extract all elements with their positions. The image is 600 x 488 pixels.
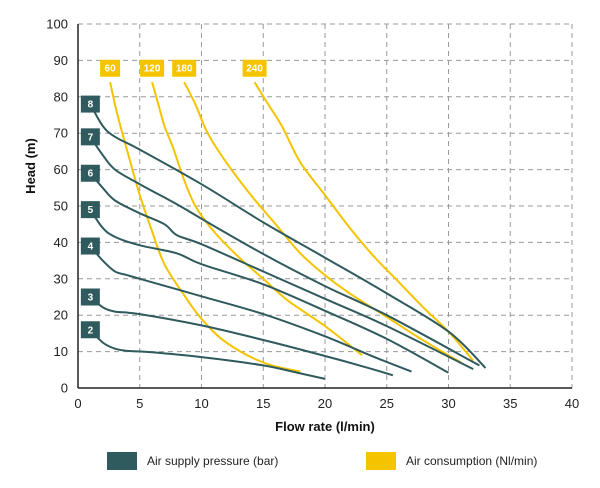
y-tick-label: 80 <box>54 89 68 104</box>
pressure-badge-label: 2 <box>88 325 94 336</box>
y-tick-label: 90 <box>54 53 68 68</box>
consumption-curve-60 <box>109 81 301 373</box>
pressure-curve-8 <box>89 103 487 369</box>
y-tick-label: 60 <box>54 162 68 177</box>
x-tick-label: 5 <box>136 396 143 411</box>
consumption-badge-240 <box>242 59 267 77</box>
pressure-badge-label: 8 <box>88 100 94 111</box>
x-tick-label: 30 <box>441 396 455 411</box>
y-tick-label: 30 <box>54 271 68 286</box>
pressure-badge-label: 7 <box>88 132 94 143</box>
y-tick-label: 40 <box>54 235 68 250</box>
consumption-curve-180 <box>183 81 462 364</box>
pressure-badge-3 <box>80 288 100 306</box>
consumption-badge-label: 60 <box>105 64 117 75</box>
y-tick-label: 10 <box>54 344 68 359</box>
x-tick-label: 40 <box>565 396 579 411</box>
x-tick-label: 20 <box>318 396 332 411</box>
y-tick-label: 70 <box>54 126 68 141</box>
legend-swatch-pressure <box>107 452 137 470</box>
pressure-badge-8 <box>80 95 100 113</box>
pressure-curve-6 <box>89 172 474 370</box>
y-tick-labels: 0 10 20 30 40 50 60 70 80 90 100 <box>46 17 68 396</box>
x-tick-label: 10 <box>194 396 208 411</box>
x-tick-label: 25 <box>380 396 394 411</box>
grid <box>78 23 573 388</box>
pressure-badge-label: 3 <box>88 293 94 304</box>
consumption-badge-120 <box>140 59 165 77</box>
pressure-badge-6 <box>80 164 100 182</box>
x-tick-label: 0 <box>74 396 81 411</box>
legend-swatch-consumption <box>366 452 396 470</box>
consumption-badge-label: 180 <box>176 64 193 75</box>
y-tick-label: 20 <box>54 308 68 323</box>
pressure-badge-label: 5 <box>88 205 94 216</box>
y-tick-label: 100 <box>46 17 68 32</box>
x-tick-label: 35 <box>503 396 517 411</box>
consumption-badge-60 <box>100 59 121 77</box>
y-axis-title: Head (m) <box>23 138 38 194</box>
y-tick-label: 50 <box>54 199 68 214</box>
x-axis-title: Flow rate (l/min) <box>275 419 375 434</box>
pressure-badge-label: 4 <box>88 242 94 253</box>
y-tick-label: 0 <box>61 381 68 396</box>
x-tick-label: 15 <box>256 396 270 411</box>
pressure-badge-5 <box>80 201 100 219</box>
pressure-badge-2 <box>80 321 100 339</box>
pressure-curve-7 <box>89 136 480 367</box>
pressure-badge-label: 6 <box>88 169 94 180</box>
consumption-badge-label: 120 <box>144 64 161 75</box>
pressure-curve-5 <box>89 209 449 374</box>
curves <box>89 81 487 380</box>
series-badges: 2 3 4 5 6 7 8 60 120 180 240 <box>80 59 267 339</box>
pressure-curve-2 <box>89 329 326 380</box>
legend-label-consumption: Air consumption (Nl/min) <box>406 454 537 468</box>
pressure-curve-4 <box>89 245 412 373</box>
legend: Air supply pressure (bar) Air consumptio… <box>107 452 537 470</box>
pressure-badge-4 <box>80 237 100 255</box>
pressure-curve-3 <box>89 296 394 377</box>
axes <box>77 24 572 389</box>
x-tick-labels: 0 5 10 15 20 25 30 35 40 <box>74 396 579 411</box>
consumption-curve-240 <box>253 81 474 362</box>
consumption-badge-label: 240 <box>246 64 263 75</box>
pressure-badge-7 <box>80 128 100 146</box>
legend-label-pressure: Air supply pressure (bar) <box>147 454 278 468</box>
consumption-badge-180 <box>172 59 197 77</box>
